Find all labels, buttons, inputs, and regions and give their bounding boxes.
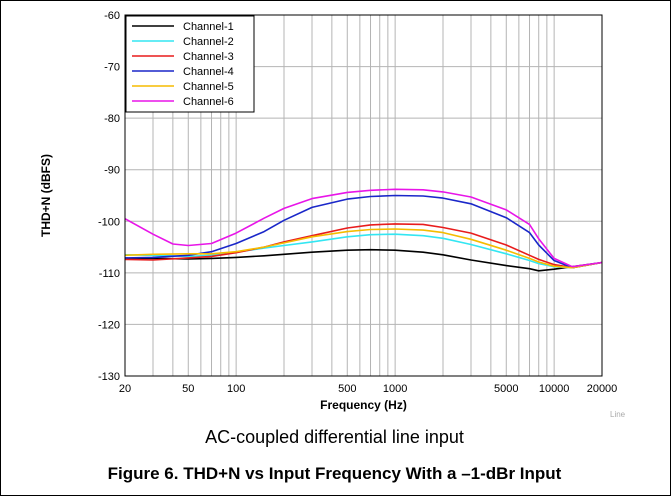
- y-tick-label: -110: [99, 268, 120, 280]
- legend-label-4: Channel-4: [183, 66, 234, 78]
- x-tick-label: 10000: [539, 383, 570, 395]
- legend-box: [125, 15, 255, 113]
- thd-n-chart: -130 -120 -110 -100 -90 -80 -70 -60 20 50 100 500 10…: [39, 10, 626, 419]
- y-tick-label: -100: [98, 216, 120, 228]
- y-tick-label: -60: [104, 10, 120, 22]
- series-line-2: [124, 233, 603, 269]
- series-line-6: [124, 188, 603, 268]
- plot-area-border: [124, 14, 603, 377]
- series-line-5: [124, 228, 603, 269]
- y-tick-label: -120: [98, 319, 120, 331]
- legend-label-1: Channel-1: [183, 21, 234, 33]
- legend-label-6: Channel-6: [183, 96, 234, 108]
- x-tick-label: 20: [119, 383, 131, 395]
- y-tick-label: -80: [104, 113, 120, 125]
- legend-label-5: Channel-5: [183, 81, 234, 93]
- figure-title: Figure 6. THD+N vs Input Frequency With …: [107, 464, 562, 483]
- x-axis-label: Frequency (Hz): [320, 398, 407, 412]
- y-axis-label: THD+N (dBFS): [39, 154, 53, 237]
- y-tick-label: -90: [104, 165, 120, 177]
- x-tick-label: 500: [338, 383, 356, 395]
- chart-caption: AC-coupled differential line input: [205, 427, 464, 447]
- watermark-label: Line: [610, 410, 626, 419]
- x-tick-label: 50: [182, 383, 194, 395]
- series-line-3: [124, 223, 603, 269]
- y-tick-label: -130: [98, 371, 120, 383]
- y-tick-label: -70: [104, 62, 120, 74]
- x-tick-label: 20000: [587, 383, 618, 395]
- series-line-4: [124, 194, 603, 269]
- x-tick-label: 100: [227, 383, 245, 395]
- series-line-1: [125, 248, 603, 272]
- x-tick-label: 5000: [494, 383, 518, 395]
- x-tick-label: 1000: [383, 383, 407, 395]
- legend-label-3: Channel-3: [183, 51, 234, 63]
- legend-label-2: Channel-2: [183, 36, 234, 48]
